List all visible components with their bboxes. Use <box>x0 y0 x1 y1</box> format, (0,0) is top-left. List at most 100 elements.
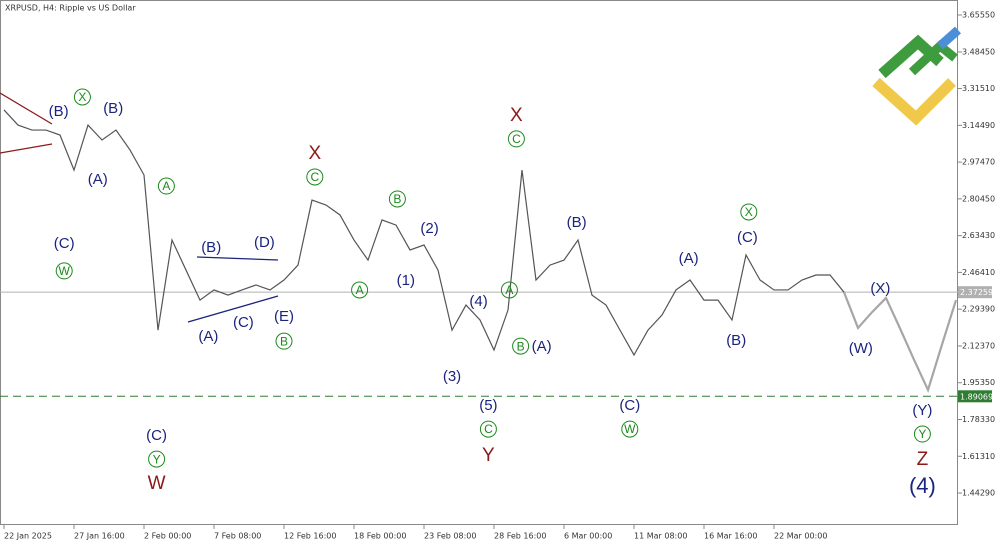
wave-label: W <box>59 264 71 278</box>
wave-label: (C) <box>737 229 758 246</box>
y-tick-label: 2.29390 <box>962 305 995 314</box>
wave-label: (W) <box>849 340 873 357</box>
wave-circle <box>479 420 497 438</box>
y-tick-label: 3.31510 <box>962 84 995 93</box>
y-tick-label: 3.48450 <box>962 47 995 56</box>
x-tick-label: 22 Jan 2025 <box>4 532 52 541</box>
chart-title: XRPUSD, H4: Ripple vs US Dollar <box>5 4 136 13</box>
y-tick-label: 1.61310 <box>962 452 995 461</box>
wave-label: Y <box>482 445 495 466</box>
wave-circle <box>306 168 324 186</box>
x-tick-label: 18 Feb 00:00 <box>354 532 406 541</box>
wave-label: Z <box>917 449 929 470</box>
wave-circle <box>275 332 293 350</box>
wave-circle <box>512 337 530 355</box>
wave-circle <box>507 130 525 148</box>
wave-label: (1) <box>397 272 415 289</box>
wave-label: C <box>310 170 319 184</box>
wave-label: (B) <box>567 214 587 231</box>
wave-label: A <box>356 283 364 297</box>
trend-lines <box>0 92 279 323</box>
wave-label: (C) <box>233 314 254 331</box>
wave-label: (B) <box>201 239 221 256</box>
wave-label: (C) <box>54 235 75 252</box>
x-tick-label: 23 Feb 08:00 <box>424 532 476 541</box>
y-tick-label: 3.65550 <box>962 11 995 20</box>
x-tick-label: 7 Feb 08:00 <box>214 532 261 541</box>
wave-circle <box>73 88 91 106</box>
wave-label: (Y) <box>912 402 932 419</box>
wave-label: B <box>517 339 525 353</box>
wave-circle <box>148 450 166 468</box>
wave-circle <box>351 281 369 299</box>
wave-label: (C) <box>146 427 167 444</box>
wave-label: C <box>484 422 493 436</box>
y-tick-label: 2.46410 <box>962 268 995 277</box>
x-tick-label: 6 Mar 00:00 <box>564 532 612 541</box>
x-tick-label: 28 Feb 16:00 <box>494 532 546 541</box>
price-line <box>3 109 845 357</box>
wave-label: (E) <box>274 308 294 325</box>
wave-label: A <box>505 283 513 297</box>
triangle-line <box>196 256 279 261</box>
wave-label: (D) <box>254 234 275 251</box>
wave-label: (2) <box>420 220 438 237</box>
wave-label: (A) <box>532 338 552 355</box>
level-label: 2.37259 <box>960 288 993 297</box>
y-tick-label: 2.63430 <box>962 231 995 240</box>
triangle-line <box>187 295 279 323</box>
y-tick-label: 2.80450 <box>962 194 995 203</box>
wave-label: (3) <box>443 368 461 385</box>
wave-label: (X) <box>870 280 890 297</box>
wave-circle <box>500 281 518 299</box>
x-tick-label: 22 Mar 00:00 <box>774 532 827 541</box>
wave-label: X <box>78 90 86 104</box>
wave-circle <box>157 177 175 195</box>
wave-circle <box>388 190 406 208</box>
wave-label: (5) <box>479 397 497 414</box>
wave-label: (A) <box>88 171 108 188</box>
wave-label: X <box>745 205 753 219</box>
wave-label: X <box>510 105 523 126</box>
logo <box>872 26 961 126</box>
x-tick-label: 16 Mar 16:00 <box>704 532 757 541</box>
plot-frame <box>0 0 958 525</box>
wave-circle <box>913 425 931 443</box>
level-label: 1.89069 <box>960 392 993 401</box>
wave-circle <box>55 262 73 280</box>
wave-label: (4) <box>909 473 936 498</box>
y-tick-label: 1.78330 <box>962 415 995 424</box>
wave-label: Y <box>918 427 926 441</box>
y-tick-label: 3.14490 <box>962 121 995 130</box>
wave-label: (A) <box>679 250 699 267</box>
level-label-box <box>958 286 992 299</box>
wave-label: (A) <box>198 328 218 345</box>
wave-label: Y <box>153 452 161 466</box>
triangle-line <box>0 143 53 154</box>
y-tick-label: 1.44290 <box>962 489 995 498</box>
wave-circle <box>740 203 758 221</box>
y-tick-label: 1.95350 <box>962 378 995 387</box>
wave-circle <box>621 420 639 438</box>
wave-label: (B) <box>103 100 123 117</box>
wave-label: C <box>512 132 521 146</box>
level-label-box <box>958 390 992 403</box>
x-tick-label: 2 Feb 00:00 <box>144 532 191 541</box>
wave-label: (4) <box>469 293 487 310</box>
wave-label: W <box>148 473 166 494</box>
wave-label: B <box>393 192 401 206</box>
x-tick-label: 27 Jan 16:00 <box>74 532 125 541</box>
x-tick-label: 12 Feb 16:00 <box>284 532 336 541</box>
y-tick-label: 2.12370 <box>962 341 995 350</box>
logo-yellow <box>872 77 956 126</box>
wave-label: W <box>624 422 636 436</box>
wave-label: (B) <box>726 332 746 349</box>
triangle-line <box>0 92 53 125</box>
price-line <box>842 291 958 394</box>
wave-label: X <box>308 143 321 164</box>
y-tick-label: 2.97470 <box>962 158 995 167</box>
wave-label: (B) <box>49 103 69 120</box>
logo-blue <box>937 26 961 50</box>
wave-label: B <box>280 334 288 348</box>
